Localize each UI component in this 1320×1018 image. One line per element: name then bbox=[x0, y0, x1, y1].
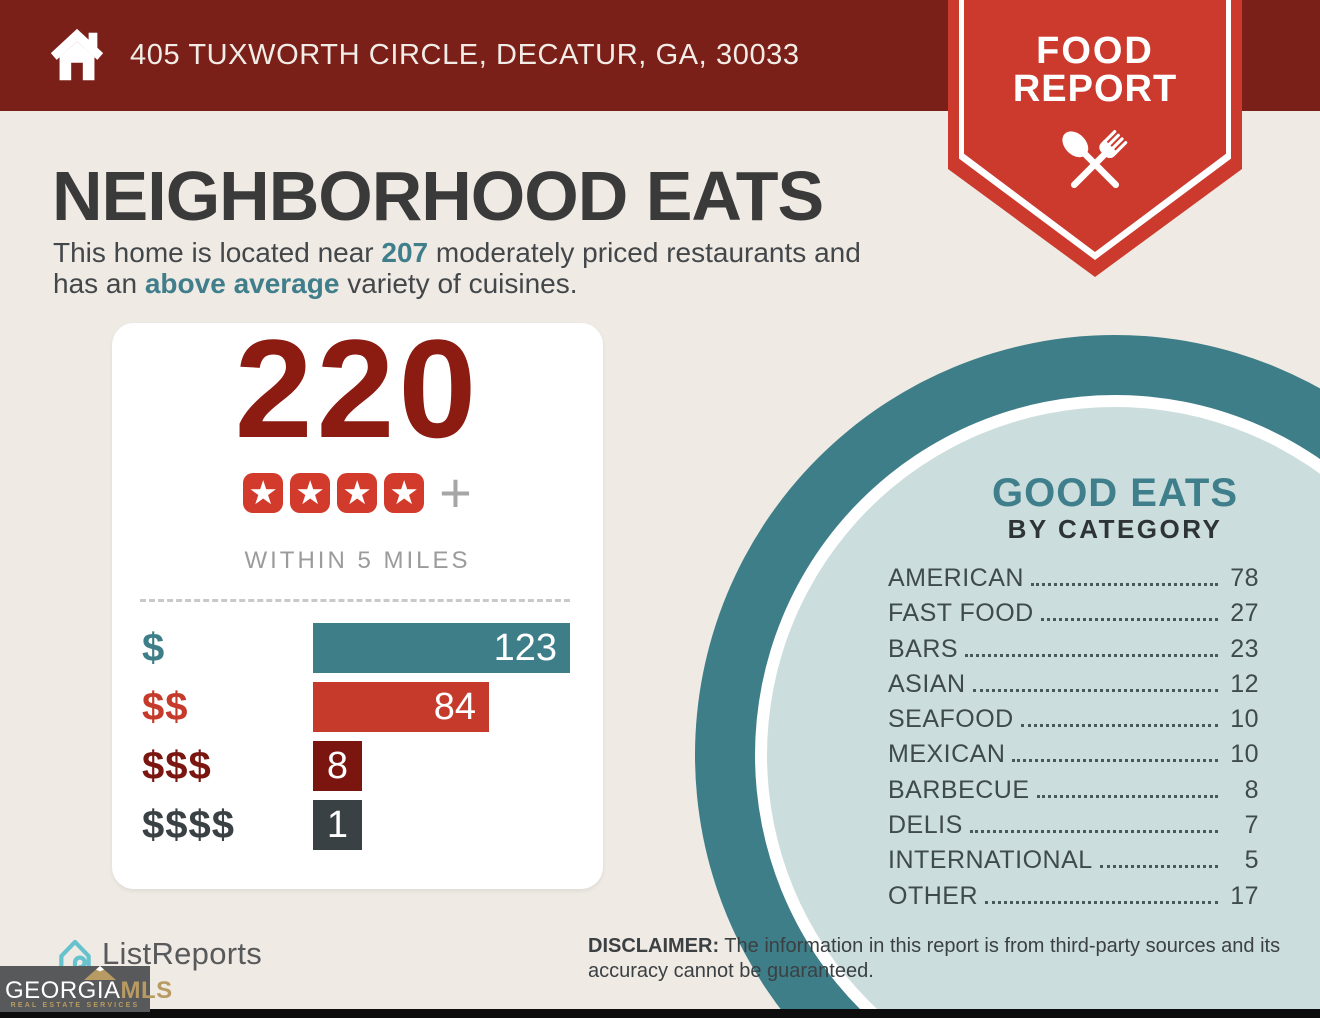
intro-line1: This home is located near 207 moderately… bbox=[53, 237, 861, 268]
category-value: 8 bbox=[1244, 775, 1259, 804]
price-tier-label: $$$$ bbox=[142, 802, 235, 847]
dotted-leader bbox=[1036, 794, 1218, 798]
price-tier-label: $ bbox=[142, 625, 166, 670]
page-title: NEIGHBORHOOD EATS bbox=[52, 157, 824, 235]
price-bar: 8 bbox=[313, 741, 362, 791]
category-row: DELIS 7 bbox=[888, 813, 1259, 838]
intro-line2: has an above average variety of cuisines… bbox=[53, 268, 578, 299]
listreports-wordmark: ListReports bbox=[102, 936, 263, 971]
dotted-leader bbox=[1020, 724, 1218, 728]
category-label: BARS bbox=[888, 634, 959, 663]
bottom-bar bbox=[0, 1009, 1320, 1018]
price-tier-row: $$$ 8 bbox=[142, 741, 570, 791]
dashed-divider bbox=[140, 599, 570, 602]
category-row: INTERNATIONAL 5 bbox=[888, 848, 1259, 873]
georgiamls-tagline: REAL ESTATE SERVICES bbox=[10, 1002, 140, 1009]
category-value: 10 bbox=[1230, 740, 1259, 769]
star-icon: ★ bbox=[290, 473, 331, 513]
category-row: SEAFOOD 10 bbox=[888, 707, 1259, 732]
disclaimer-line2: accuracy cannot be guaranteed. bbox=[588, 960, 874, 982]
category-label: MEXICAN bbox=[888, 740, 1006, 769]
category-value: 23 bbox=[1230, 634, 1259, 663]
radius-caption: WITHIN 5 MILES bbox=[244, 547, 471, 574]
category-value: 5 bbox=[1244, 846, 1259, 875]
dotted-leader bbox=[1040, 618, 1218, 622]
category-label: FAST FOOD bbox=[888, 599, 1034, 628]
star-icon: ★ bbox=[337, 473, 378, 513]
good-eats-subtitle: BY CATEGORY bbox=[1007, 514, 1223, 544]
plus-sign: + bbox=[439, 461, 472, 524]
dotted-leader bbox=[1012, 759, 1218, 763]
category-label: DELIS bbox=[888, 811, 963, 840]
category-row: OTHER 17 bbox=[888, 881, 1259, 910]
category-row: AMERICAN 78 bbox=[888, 566, 1259, 591]
price-tier-row: $$$$ 1 bbox=[142, 800, 570, 850]
category-label: INTERNATIONAL bbox=[888, 846, 1093, 875]
georgiamls-wordmark: GEORGIAMLS bbox=[5, 977, 173, 1004]
price-tier-label: $$ bbox=[142, 684, 189, 729]
category-label: OTHER bbox=[888, 881, 978, 910]
fork-spoon-icon bbox=[1062, 130, 1128, 189]
dotted-leader bbox=[972, 688, 1218, 692]
category-value: 17 bbox=[1230, 881, 1259, 910]
price-bar-value: 1 bbox=[326, 803, 349, 846]
category-value: 27 bbox=[1230, 599, 1259, 628]
restaurant-count: 207 bbox=[381, 237, 429, 268]
listreports-logo: ListReports bbox=[54, 933, 262, 975]
category-label: BARBECUE bbox=[888, 775, 1030, 804]
variety-highlight: above average bbox=[144, 268, 340, 299]
price-bar: 123 bbox=[313, 623, 570, 673]
address-text: 405 TUXWORTH CIRCLE, DECATUR, GA, 30033 bbox=[130, 39, 800, 71]
summary-card: 220 + ★ ★ ★ ★ WITHIN 5 MILES $ 123 $$ 84 $$… bbox=[112, 310, 603, 889]
intro-text: This home is located near 207 moderately… bbox=[53, 237, 861, 299]
home-icon bbox=[50, 28, 104, 81]
category-list: AMERICAN 78 FAST FOOD 27 BARS 23 ASIAN 1… bbox=[888, 566, 1259, 919]
georgiamls-logo: GEORGIAMLS REAL ESTATE SERVICES bbox=[0, 966, 172, 1012]
price-bars: $ 123 $$ 84 $$$ 8 $$$$ 1 bbox=[142, 623, 570, 859]
star-icon: ★ bbox=[243, 473, 284, 513]
food-report-ribbon: FOOD REPORT bbox=[948, 0, 1242, 277]
star-rating: + ★ ★ ★ ★ bbox=[112, 461, 603, 524]
category-label: SEAFOOD bbox=[888, 705, 1014, 734]
category-label: ASIAN bbox=[888, 669, 966, 698]
dotted-leader bbox=[985, 900, 1218, 904]
dotted-leader bbox=[969, 830, 1218, 834]
dotted-leader bbox=[1099, 865, 1218, 869]
restaurant-total: 220 bbox=[234, 310, 481, 467]
category-row: BARBECUE 8 bbox=[888, 775, 1259, 804]
ribbon-title-line1: FOOD bbox=[1036, 30, 1154, 72]
price-bar-value: 123 bbox=[493, 626, 557, 669]
price-bar: 84 bbox=[313, 682, 489, 732]
price-tier-label: $$$ bbox=[142, 743, 212, 788]
price-bar-value: 84 bbox=[433, 685, 476, 728]
good-eats-title: GOOD EATS bbox=[991, 471, 1239, 515]
ribbon-title-line2: REPORT bbox=[1012, 68, 1178, 110]
price-tier-row: $ 123 bbox=[142, 623, 570, 673]
disclaimer-text: DISCLAIMER: The information in this repo… bbox=[588, 934, 1288, 984]
price-bar: 1 bbox=[313, 800, 362, 850]
disclaimer-line1: DISCLAIMER: The information in this repo… bbox=[588, 935, 1281, 957]
category-value: 7 bbox=[1244, 811, 1259, 840]
category-value: 12 bbox=[1230, 669, 1259, 698]
price-bar-value: 8 bbox=[326, 744, 349, 787]
star-icon: ★ bbox=[384, 473, 425, 513]
dotted-leader bbox=[965, 653, 1218, 657]
category-row: MEXICAN 10 bbox=[888, 742, 1259, 767]
mountain-icon bbox=[84, 966, 116, 980]
category-row: FAST FOOD 27 bbox=[888, 601, 1259, 626]
price-tier-row: $$ 84 bbox=[142, 682, 570, 732]
category-label: AMERICAN bbox=[888, 564, 1024, 592]
category-value: 78 bbox=[1230, 564, 1259, 592]
dotted-leader bbox=[1030, 583, 1218, 586]
category-row: BARS 23 bbox=[888, 634, 1259, 663]
category-row: ASIAN 12 bbox=[888, 669, 1259, 698]
category-value: 10 bbox=[1230, 705, 1259, 734]
